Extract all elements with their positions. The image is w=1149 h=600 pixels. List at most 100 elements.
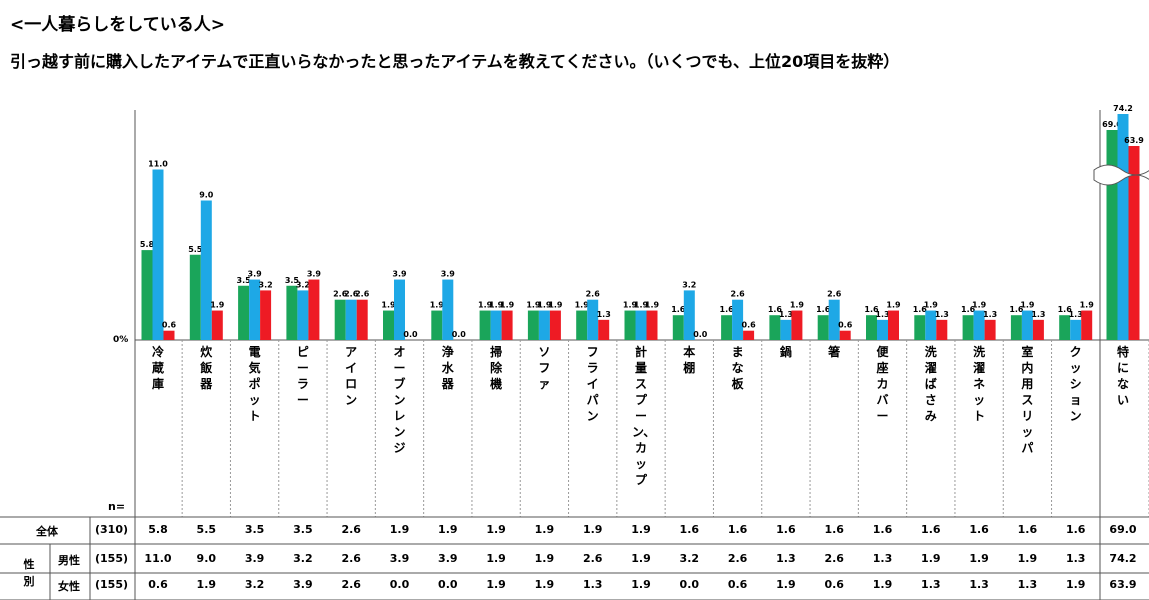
bar-value-label: 1.6	[768, 305, 783, 314]
table-row-n: (310)	[95, 523, 129, 536]
bar-男性-室内用スリッパ	[1021, 310, 1033, 340]
bar-value-label: 2.6	[586, 290, 601, 299]
table-cell: 1.6	[1065, 523, 1086, 536]
bar-value-label: 2.6	[827, 290, 842, 299]
bar-value-label: 1.6	[961, 305, 976, 314]
bar-value-label: 0.6	[742, 321, 757, 330]
bar-value-label: 0.6	[162, 321, 177, 330]
table-cell: 1.3	[969, 578, 989, 591]
bar-value-label: 3.2	[259, 280, 273, 289]
bar-全体-特にない	[1106, 130, 1118, 340]
category-label: クッション	[1069, 345, 1082, 423]
table-cell: 0.0	[389, 578, 410, 591]
bar-男性-冷蔵庫	[152, 169, 164, 340]
bar-女性-箸	[839, 330, 851, 340]
table-cell: 1.9	[921, 552, 941, 565]
bar-女性-便座カバー	[888, 310, 899, 340]
table-cell: 2.6	[341, 578, 361, 591]
table-cell: 1.9	[969, 552, 989, 565]
category-label: 炊飯器	[200, 345, 213, 391]
bar-女性-冷蔵庫	[163, 330, 175, 340]
bar-男性-浄水器	[442, 279, 454, 340]
bar-全体-電気ポット	[238, 285, 250, 340]
bar-value-label: 0.6	[838, 321, 853, 330]
bar-value-label: 1.3	[875, 310, 889, 319]
bar-男性-フライパン	[587, 299, 599, 340]
table-cell: 1.9	[872, 578, 893, 591]
category-label: 電気ポット	[248, 345, 261, 423]
bar-value-label: 3.9	[441, 270, 456, 279]
bar-value-label: 1.9	[575, 301, 590, 310]
bar-女性-洗濯ネット	[984, 319, 996, 340]
bar-value-label: 1.3	[597, 310, 611, 319]
table-cell: 1.9	[534, 578, 555, 591]
bar-value-label: 1.9	[1020, 301, 1035, 310]
bar-女性-洗濯ばさみ	[936, 319, 948, 340]
table-row-label: 女性	[58, 580, 80, 593]
table-cell: 1.3	[1065, 552, 1086, 565]
table-cell: 1.9	[196, 578, 217, 591]
bar-全体-室内用スリッパ	[1010, 315, 1022, 340]
table-cell: 9.0	[196, 552, 217, 565]
table-cell: 1.6	[1017, 523, 1038, 536]
category-label: 洗濯ばさみ	[924, 345, 937, 423]
bar-value-label: 3.9	[307, 270, 322, 279]
chart-question: 引っ越す前に購入したアイテムで正直いらなかったと思ったアイテムを教えてください。…	[10, 52, 900, 71]
bar-男性-ソファ	[538, 310, 550, 340]
bar-value-label: 1.9	[790, 301, 805, 310]
bar-男性-電気ポット	[249, 279, 261, 340]
bar-value-label: 1.9	[526, 301, 541, 310]
table-cell: 1.3	[872, 552, 893, 565]
bar-女性-ピーラー	[308, 279, 320, 340]
category-label: 箸	[828, 345, 841, 359]
bar-value-label: 1.3	[779, 310, 793, 319]
bar-value-label: 3.9	[392, 270, 407, 279]
table-cell: 1.9	[631, 578, 651, 591]
bar-value-label: 3.5	[237, 276, 252, 285]
bar-value-label: 1.6	[671, 305, 686, 314]
bar-value-label: 1.9	[972, 301, 987, 310]
bar-value-label: 1.6	[913, 305, 928, 314]
bar-全体-計量スプーン、カップ	[624, 310, 636, 340]
bar-全体-ソファ	[527, 310, 539, 340]
table-cell: 3.9	[438, 552, 458, 565]
table-cell: 1.6	[872, 523, 893, 536]
bar-value-label: 2.6	[333, 290, 348, 299]
bar-value-label: 1.9	[886, 301, 901, 310]
bar-全体-ピーラー	[286, 285, 298, 340]
category-label: ソファ	[538, 345, 551, 391]
bar-全体-鍋	[769, 315, 781, 340]
bar-value-label: 1.9	[430, 301, 445, 310]
bar-value-label: 2.6	[344, 290, 359, 299]
table-cell: 2.6	[727, 552, 748, 565]
table-cell: 1.6	[969, 523, 989, 536]
bar-男性-アイロン	[345, 299, 357, 340]
bar-value-label: 3.9	[248, 270, 263, 279]
bar-全体-クッション	[1059, 315, 1071, 340]
bar-男性-特にない	[1117, 114, 1129, 340]
bar-全体-炊飯器	[189, 254, 201, 340]
bar-value-label: 3.5	[285, 276, 300, 285]
bar-男性-洗濯ばさみ	[925, 310, 937, 340]
category-label: 本棚	[683, 345, 696, 375]
bar-value-label: 0.0	[693, 330, 708, 339]
bar-value-label: 0.0	[403, 330, 418, 339]
table-cell: 1.9	[1017, 552, 1038, 565]
table-cell: 0.0	[679, 578, 700, 591]
bar-value-label: 0.0	[452, 330, 467, 339]
bar-男性-クッション	[1070, 319, 1082, 340]
bar-女性-フライパン	[598, 319, 610, 340]
table-cell: 74.2	[1109, 552, 1137, 565]
table-cell: 3.2	[244, 578, 265, 591]
bar-女性-掃除機	[501, 310, 513, 340]
bar-value-label: 74.2	[1113, 104, 1133, 113]
table-cell: 63.9	[1109, 578, 1137, 591]
category-label: 計量スプーン、カップ	[632, 345, 656, 487]
table-cell: 2.6	[341, 523, 361, 536]
category-label: 室内用スリッパ	[1021, 345, 1034, 455]
table-cell: 1.6	[727, 523, 748, 536]
bar-value-label: 1.6	[1009, 305, 1024, 314]
table-cell: 5.8	[148, 523, 168, 536]
bar-男性-まな板	[732, 299, 744, 340]
table-row-label: 全体	[36, 525, 58, 538]
